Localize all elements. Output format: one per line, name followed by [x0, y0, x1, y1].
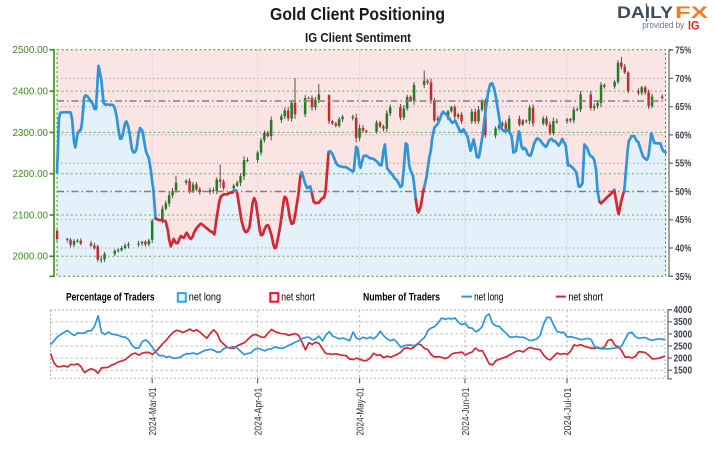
svg-text:45%: 45% — [675, 215, 691, 226]
svg-text:3000: 3000 — [674, 329, 693, 340]
svg-text:DAILY: DAILY — [617, 4, 673, 22]
svg-text:2300.00: 2300.00 — [13, 128, 49, 139]
svg-text:70%: 70% — [675, 74, 691, 85]
svg-text:2024-Mar-01: 2024-Mar-01 — [148, 387, 159, 435]
svg-text:IG: IG — [688, 19, 700, 33]
svg-text:2024-Jul-01: 2024-Jul-01 — [563, 387, 574, 435]
svg-text:65%: 65% — [675, 102, 691, 113]
svg-text:1500: 1500 — [674, 366, 693, 377]
svg-text:2024-May-01: 2024-May-01 — [356, 387, 367, 435]
svg-text:provided by: provided by — [642, 20, 684, 30]
svg-text:4000: 4000 — [674, 305, 693, 316]
svg-text:net short: net short — [281, 291, 315, 303]
svg-text:FX: FX — [675, 4, 708, 22]
svg-text:60%: 60% — [675, 130, 691, 141]
svg-text:2100.00: 2100.00 — [13, 210, 49, 221]
svg-text:2500: 2500 — [674, 341, 693, 352]
svg-text:net short: net short — [568, 291, 603, 303]
svg-text:Percentage of Traders: Percentage of Traders — [66, 291, 155, 303]
svg-text:3500: 3500 — [674, 317, 693, 328]
svg-text:2024-Jun-01: 2024-Jun-01 — [461, 387, 472, 435]
svg-text:2200.00: 2200.00 — [13, 169, 49, 180]
svg-text:2000.00: 2000.00 — [13, 252, 49, 263]
svg-text:IG Client Sentiment: IG Client Sentiment — [305, 31, 412, 45]
svg-text:55%: 55% — [675, 159, 691, 170]
svg-text:2500.00: 2500.00 — [13, 45, 49, 56]
svg-text:40%: 40% — [675, 244, 691, 255]
svg-text:2400.00: 2400.00 — [13, 87, 49, 98]
svg-text:Number of Traders: Number of Traders — [363, 291, 440, 303]
svg-text:Gold Client Positioning: Gold Client Positioning — [270, 4, 445, 24]
svg-text:net long: net long — [474, 291, 503, 303]
svg-text:2000: 2000 — [674, 354, 693, 365]
svg-text:50%: 50% — [675, 187, 691, 198]
svg-text:75%: 75% — [675, 46, 691, 57]
svg-text:2024-Apr-01: 2024-Apr-01 — [254, 387, 265, 435]
svg-text:net long: net long — [189, 291, 221, 303]
svg-text:35%: 35% — [675, 272, 691, 283]
